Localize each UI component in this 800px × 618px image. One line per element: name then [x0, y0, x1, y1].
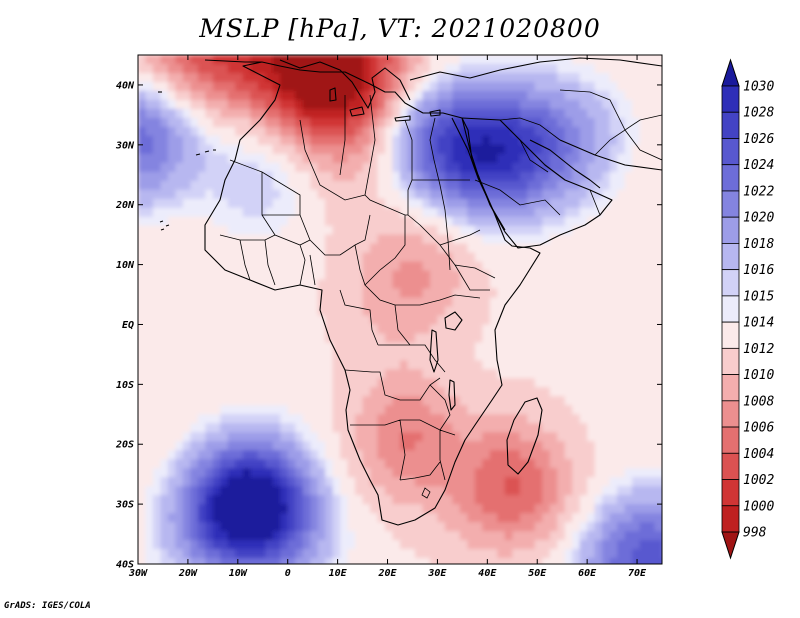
- colorbar-swatch: [721, 400, 740, 428]
- colorbar-swatch: [721, 347, 740, 375]
- lon-tick-label: 50E: [528, 568, 547, 579]
- persian-gulf-coastline: [529, 139, 601, 189]
- canary-islands: [195, 149, 216, 156]
- lat-tick-label: 30N: [115, 140, 135, 151]
- lon-tick-label: 70E: [628, 568, 647, 579]
- colorbar-label: 1024: [743, 158, 774, 173]
- lon-tick-label: 10W: [229, 568, 248, 579]
- colorbar-label: 1008: [743, 394, 774, 409]
- colorbar-swatch: [721, 374, 740, 402]
- country-borders: [219, 89, 662, 499]
- lon-tick-label: 20W: [178, 568, 198, 579]
- colorbar-label: 1028: [743, 106, 774, 121]
- colorbar-swatch: [721, 321, 740, 349]
- colorbar-label: 1006: [743, 421, 774, 436]
- grads-credit: GrADS: IGES/COLA: [4, 601, 91, 611]
- lon-tick-label: 60E: [578, 568, 597, 579]
- colorbar-swatch: [721, 138, 740, 166]
- colorbar-swatch: [721, 426, 740, 454]
- lat-tick-label: 10S: [116, 380, 134, 391]
- colorbar-label: 1018: [743, 237, 774, 252]
- colorbar-swatch: [721, 452, 740, 480]
- colorbar-swatch: [721, 164, 740, 192]
- colorbar-swatch: [721, 295, 740, 323]
- colorbar-swatch: [721, 111, 740, 139]
- colorbar-swatch: [721, 243, 740, 271]
- lat-tick-label: 20N: [115, 200, 135, 211]
- colorbar-label: 1000: [743, 499, 774, 514]
- asia-coastline: [559, 139, 662, 171]
- cyprus-coastline: [429, 109, 441, 117]
- red-sea-coastline: [451, 117, 506, 231]
- axes: 30W 20W 10W 0 10E 20E 30E 40E 50E 60E 70E 40N 30N 20N…: [115, 55, 662, 579]
- cape-verde-islands: [159, 220, 170, 231]
- lat-tick-label: 40S: [116, 560, 134, 571]
- crete-coastline: [394, 115, 411, 122]
- africa-coastline: [204, 61, 541, 526]
- colorbar-label: 1004: [743, 447, 774, 462]
- colorbar-swatch: [721, 190, 740, 218]
- colorbar-label: 998: [743, 526, 767, 541]
- colorbar-swatch: [721, 85, 740, 113]
- plot-frame: [137, 54, 663, 565]
- lat-tick-label: 30S: [115, 500, 134, 511]
- colorbar-top-arrow: [721, 58, 740, 87]
- colorbar-label: 1012: [743, 342, 774, 357]
- border-lines: [219, 89, 662, 499]
- map-title: MSLP [hPa], VT: 2021020800: [199, 14, 601, 43]
- colorbar-label: 1010: [743, 368, 774, 383]
- lon-tick-label: 30W: [128, 568, 148, 579]
- lon-tick-label: 40E: [478, 568, 497, 579]
- lon-tick-label: 20E: [377, 568, 397, 579]
- colorbar-label: 1016: [743, 263, 774, 278]
- colorbar-label: 1020: [743, 211, 774, 226]
- lon-tick-label: 30E: [427, 568, 447, 579]
- lake-tanganyika: [429, 329, 439, 373]
- lake-victoria: [444, 311, 463, 331]
- madagascar-coastline: [506, 397, 543, 475]
- colorbar: 1030 1028 1026 1024 1022 1020 1018 1016 1015 1014…: [721, 58, 774, 560]
- coastlines: [158, 57, 662, 526]
- sardinia-coastline: [329, 87, 337, 102]
- pressure-field: [138, 55, 662, 564]
- lat-tick-label: EQ: [122, 320, 134, 331]
- colorbar-label: 1026: [743, 132, 774, 147]
- colorbar-swatch: [721, 479, 740, 507]
- colorbar-label: 1015: [743, 289, 774, 304]
- colorbar-swatch: [721, 505, 740, 533]
- colorbar-swatch: [721, 216, 740, 244]
- pressure-cells: [138, 55, 662, 564]
- lon-tick-label: 10E: [329, 568, 348, 579]
- lat-tick-label: 10N: [116, 260, 135, 271]
- lat-tick-label: 20S: [115, 440, 134, 451]
- colorbar-label: 1022: [743, 184, 774, 199]
- lake-malawi: [448, 379, 456, 411]
- lat-tick-label: 40N: [116, 80, 135, 91]
- colorbar-label: 1014: [743, 316, 774, 331]
- europe-coastline: [204, 57, 662, 109]
- colorbar-swatch: [721, 269, 740, 297]
- nile-river: [429, 117, 451, 271]
- colorbar-bottom-arrow: [721, 531, 740, 560]
- colorbar-label: 1030: [743, 80, 774, 95]
- lon-tick-label: 0: [285, 568, 291, 579]
- colorbar-label: 1002: [743, 473, 774, 488]
- sicily-coastline: [349, 106, 365, 117]
